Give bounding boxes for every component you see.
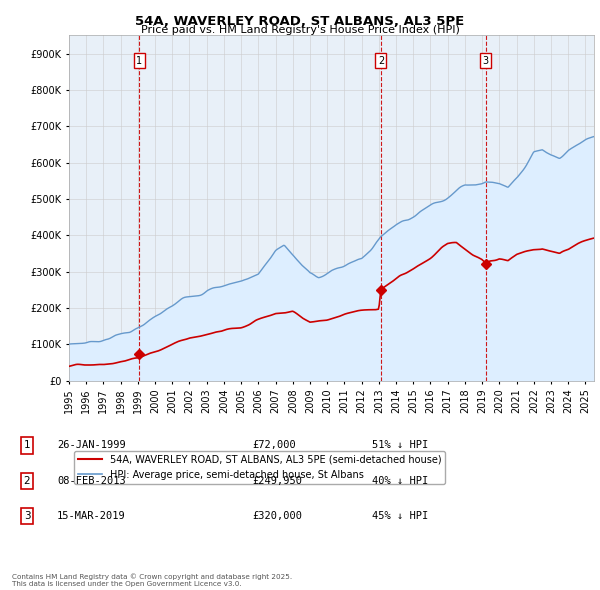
Text: 1: 1 — [136, 56, 142, 66]
Text: Price paid vs. HM Land Registry's House Price Index (HPI): Price paid vs. HM Land Registry's House … — [140, 25, 460, 35]
Text: £72,000: £72,000 — [252, 441, 296, 450]
Text: £249,950: £249,950 — [252, 476, 302, 486]
Legend: 54A, WAVERLEY ROAD, ST ALBANS, AL3 5PE (semi-detached house), HPI: Average price: 54A, WAVERLEY ROAD, ST ALBANS, AL3 5PE (… — [74, 451, 445, 484]
Text: 15-MAR-2019: 15-MAR-2019 — [57, 512, 126, 521]
Text: 26-JAN-1999: 26-JAN-1999 — [57, 441, 126, 450]
Text: 40% ↓ HPI: 40% ↓ HPI — [372, 476, 428, 486]
Text: 2: 2 — [378, 56, 384, 66]
Text: 51% ↓ HPI: 51% ↓ HPI — [372, 441, 428, 450]
Text: 54A, WAVERLEY ROAD, ST ALBANS, AL3 5PE: 54A, WAVERLEY ROAD, ST ALBANS, AL3 5PE — [136, 15, 464, 28]
Text: 08-FEB-2013: 08-FEB-2013 — [57, 476, 126, 486]
Text: 45% ↓ HPI: 45% ↓ HPI — [372, 512, 428, 521]
Text: £320,000: £320,000 — [252, 512, 302, 521]
Text: 1: 1 — [23, 441, 31, 450]
Text: 2: 2 — [23, 476, 31, 486]
Text: 3: 3 — [482, 56, 489, 66]
Text: 3: 3 — [23, 512, 31, 521]
Text: Contains HM Land Registry data © Crown copyright and database right 2025.
This d: Contains HM Land Registry data © Crown c… — [12, 573, 292, 587]
